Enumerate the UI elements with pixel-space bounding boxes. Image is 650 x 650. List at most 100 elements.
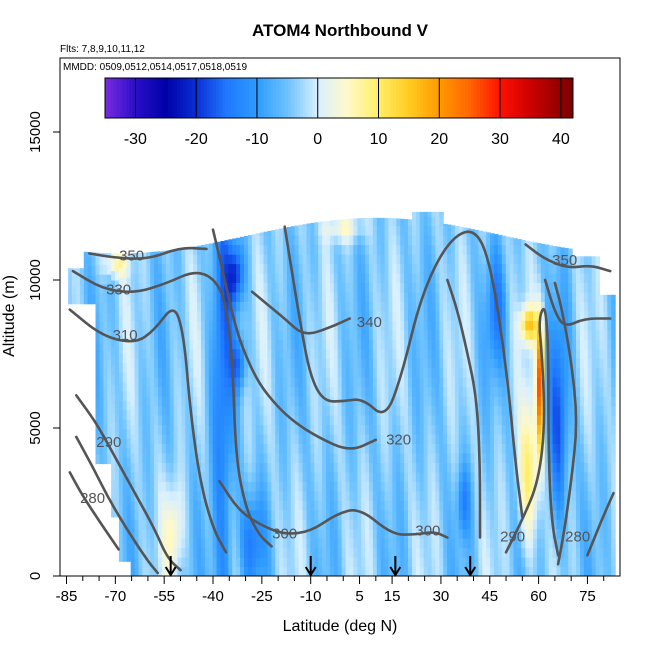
heatmap-cell [595, 291, 601, 302]
heatmap-cell [314, 358, 319, 369]
heatmap-cell [470, 528, 476, 539]
heatmap-cell [415, 443, 421, 454]
heatmap-cell [197, 358, 202, 369]
heatmap-cell [607, 301, 612, 312]
heatmap-cell [478, 263, 483, 274]
heatmap-cell [232, 291, 237, 302]
heatmap-cell [240, 433, 245, 444]
heatmap-cell [173, 249, 179, 255]
heatmap-cell [376, 396, 382, 407]
heatmap-cell [587, 405, 593, 416]
heatmap-cell [329, 244, 335, 255]
heatmap-cell [529, 272, 534, 283]
heatmap-cell [466, 500, 472, 511]
heatmap-cell [443, 471, 448, 482]
heatmap-cell [369, 396, 374, 407]
heatmap-cell [486, 547, 491, 558]
heatmap-cell [208, 547, 214, 558]
heatmap-cell [572, 500, 577, 511]
heatmap-cell [150, 396, 155, 407]
heatmap-cell [595, 547, 601, 558]
heatmap-cell [454, 538, 460, 549]
heatmap-cell [419, 386, 425, 397]
heatmap-cell [505, 528, 511, 539]
heatmap-cell [333, 405, 339, 416]
heatmap-cell [99, 359, 104, 370]
heatmap-cell [572, 367, 577, 378]
heatmap-cell [279, 415, 284, 426]
heatmap-cell [611, 396, 616, 407]
heatmap-cell [517, 509, 522, 520]
heatmap-cell [302, 415, 308, 426]
heatmap-cell [603, 377, 608, 388]
heatmap-cell [337, 377, 343, 388]
heatmap-cell [247, 481, 253, 492]
heatmap-cell [255, 233, 261, 236]
heatmap-cell [494, 509, 499, 520]
heatmap-cell [423, 216, 429, 227]
heatmap-cell [314, 405, 319, 416]
heatmap-cell [580, 291, 585, 302]
heatmap-cell [208, 500, 214, 511]
heatmap-cell [353, 547, 358, 558]
heatmap-cell [201, 424, 206, 435]
heatmap-cell [556, 301, 561, 312]
heatmap-cell [259, 443, 265, 454]
heatmap-cell [142, 405, 147, 416]
heatmap-cell [451, 519, 456, 530]
colorbar-segment [447, 78, 451, 118]
heatmap-cell [177, 415, 182, 426]
heatmap-cell [435, 348, 440, 359]
heatmap-cell [158, 462, 163, 473]
heatmap-cell [216, 320, 222, 331]
heatmap-cell [599, 294, 604, 302]
heatmap-cell [587, 339, 593, 350]
heatmap-cell [115, 497, 120, 508]
heatmap-cell [154, 443, 159, 454]
heatmap-cell [544, 557, 550, 568]
heatmap-cell [275, 229, 280, 236]
colorbar-segment [363, 78, 367, 118]
heatmap-cell [587, 282, 593, 293]
heatmap-cell [337, 462, 343, 473]
heatmap-cell [224, 433, 229, 444]
heatmap-cell [275, 538, 280, 549]
colorbar-segment [318, 78, 322, 118]
heatmap-cell [177, 405, 182, 416]
heatmap-cell [341, 291, 347, 302]
heatmap-cell [521, 329, 526, 340]
heatmap-cell [580, 377, 585, 388]
heatmap-cell [494, 547, 499, 558]
heatmap-cell [497, 519, 503, 530]
heatmap-cell [314, 509, 319, 520]
heatmap-cell [197, 339, 202, 350]
heatmap-cell [286, 509, 292, 520]
colorbar-segment [567, 78, 571, 118]
heatmap-cell [443, 396, 448, 407]
heatmap-cell [595, 433, 601, 444]
heatmap-cell [201, 557, 206, 568]
heatmap-cell [329, 358, 335, 369]
heatmap-cell [302, 386, 308, 397]
heatmap-cell [587, 424, 593, 435]
heatmap-cell [540, 244, 546, 255]
heatmap-cell [263, 310, 268, 321]
heatmap-cell [185, 291, 190, 302]
heatmap-cell [490, 443, 495, 454]
heatmap-cell [165, 500, 171, 511]
heatmap-cell [431, 216, 436, 227]
heatmap-cell [603, 424, 608, 435]
heatmap-cell [392, 235, 397, 246]
heatmap-cell [380, 301, 386, 312]
heatmap-cell [435, 462, 440, 473]
heatmap-cell [466, 272, 472, 283]
heatmap-cell [525, 320, 530, 331]
heatmap-cell [412, 263, 417, 274]
heatmap-cell [603, 462, 608, 473]
heatmap-cell [447, 339, 452, 350]
heatmap-cell [599, 415, 604, 426]
colorbar-segment [381, 78, 385, 118]
heatmap-cell [240, 396, 245, 407]
heatmap-cell [259, 424, 265, 435]
heatmap-cell [392, 547, 397, 558]
